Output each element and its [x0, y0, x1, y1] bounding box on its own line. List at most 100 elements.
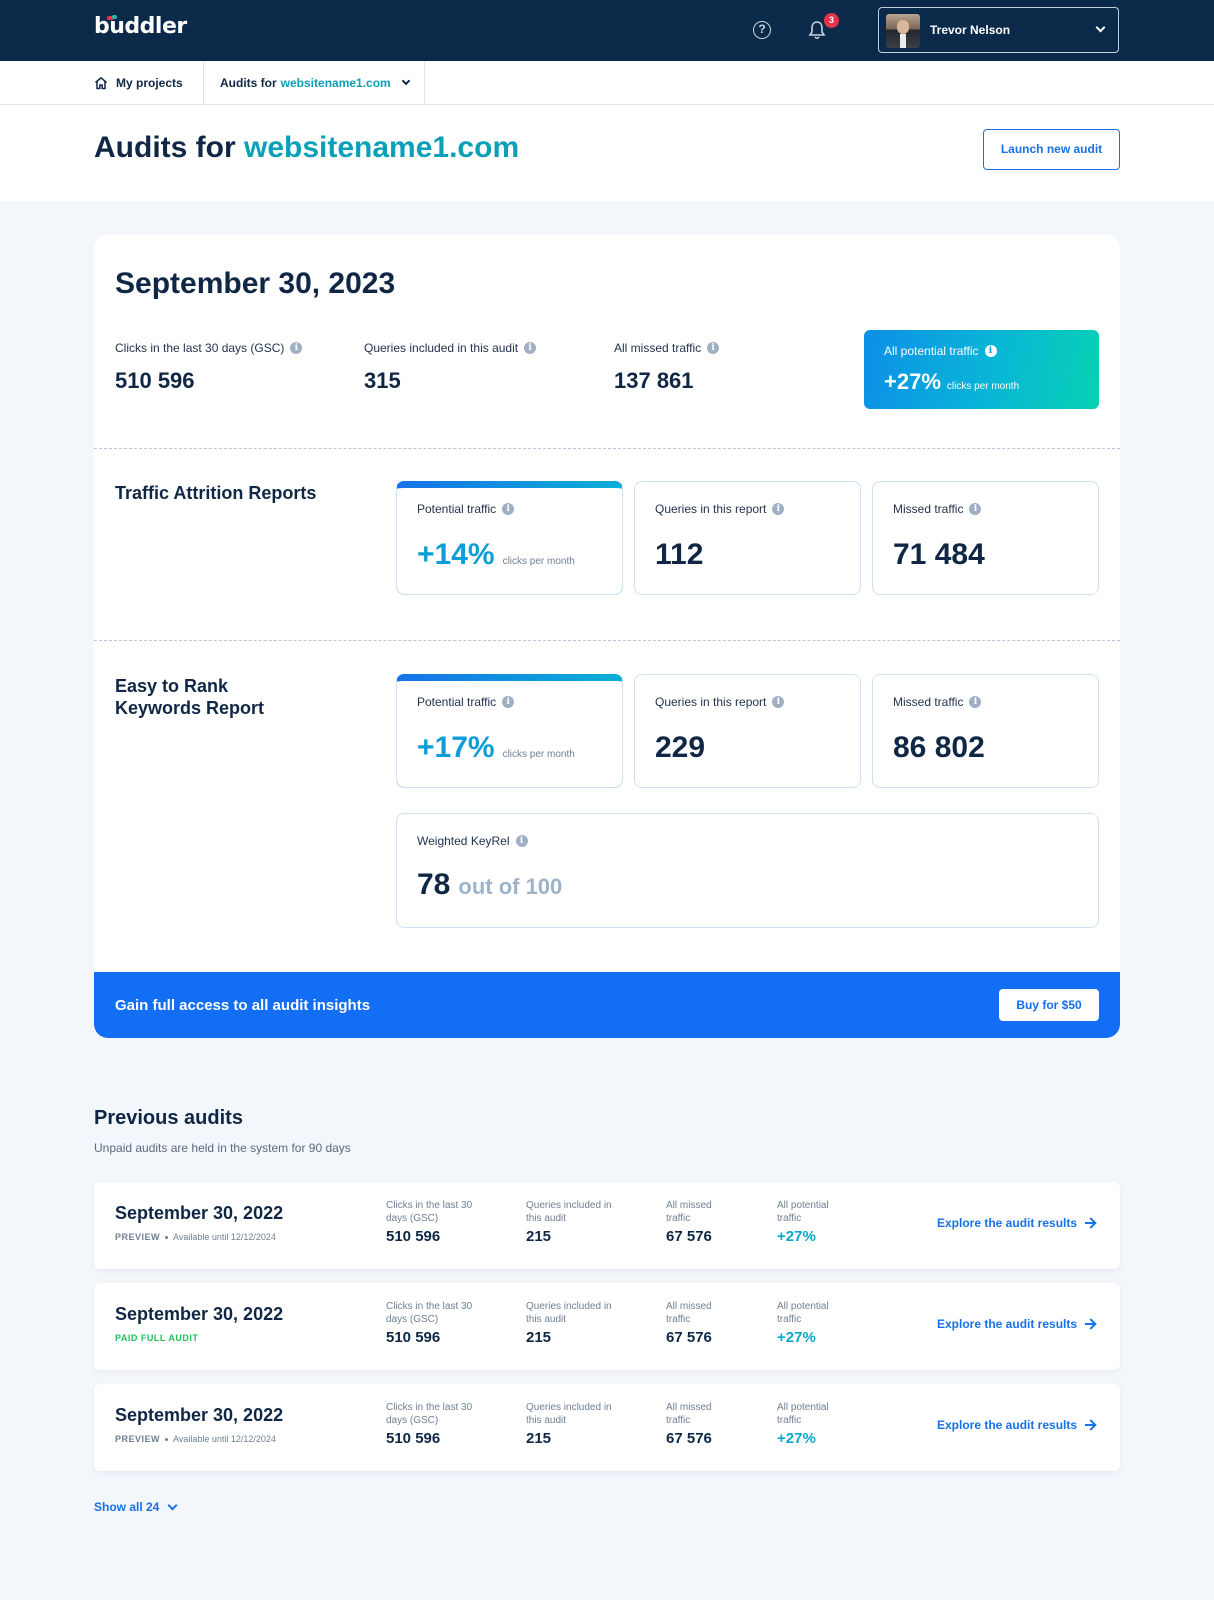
row-queries-label: Queries included in this audit — [526, 1301, 612, 1325]
row-missed: All missed traffic 67 576 — [666, 1199, 726, 1245]
info-icon[interactable]: i — [984, 345, 997, 357]
row-clicks: Clicks in the last 30 days (GSC) 510 596 — [386, 1199, 481, 1245]
easy-rank-title-line1: Easy to Rank — [115, 676, 229, 696]
er-potential-unit: clicks per month — [502, 749, 575, 760]
row-queries-label: Queries included in this audit — [526, 1200, 612, 1224]
chevron-down-icon — [1095, 22, 1106, 33]
help-icon[interactable]: ? — [753, 21, 771, 39]
er-missed-label: Missed traffic — [893, 695, 964, 709]
logo-accent-red — [107, 16, 114, 20]
stat-missed-label: All missed traffic — [614, 341, 702, 355]
page-header: Audits for websitename1.com Launch new a… — [0, 105, 1214, 201]
row-missed-value: 67 576 — [666, 1329, 712, 1346]
row-potential-label: All potential traffic — [777, 1402, 829, 1426]
row-queries: Queries included in this audit 215 — [526, 1401, 621, 1447]
row-clicks-label: Clicks in the last 30 days (GSC) — [386, 1200, 473, 1224]
current-audit-card: September 30, 2023 Clicks in the last 30… — [94, 234, 1120, 1038]
ta-potential-value: +14% — [417, 538, 495, 571]
info-icon[interactable]: i — [969, 503, 982, 515]
explore-audit-results-link[interactable]: Explore the audit results — [937, 1216, 1096, 1230]
arrow-right-icon — [1085, 1319, 1096, 1329]
er-missed-card: Missed traffic i 86 802 — [872, 674, 1099, 788]
row-potential: All potential traffic +27% — [777, 1401, 847, 1447]
info-icon[interactable]: i — [524, 342, 537, 354]
buy-button[interactable]: Buy for $50 — [999, 989, 1099, 1021]
breadcrumb-my-projects[interactable]: My projects — [94, 61, 183, 104]
row-queries-label: Queries included in this audit — [526, 1402, 612, 1426]
row-kind: PAID FULL AUDIT — [115, 1333, 199, 1343]
avatar — [886, 14, 920, 48]
breadcrumb-audits-prefix: Audits for — [220, 75, 277, 90]
info-icon[interactable]: i — [772, 503, 785, 515]
keyrel-value: 78 — [417, 868, 451, 901]
row-kind: PREVIEW — [115, 1434, 161, 1444]
info-icon[interactable]: i — [290, 342, 303, 354]
stat-queries-value: 315 — [364, 368, 401, 393]
top-navigation-bar: buddler ? 3 Trevor Nelson — [0, 0, 1214, 61]
buddler-logo[interactable]: buddler — [94, 14, 187, 39]
row-date: September 30, 2022 — [115, 1304, 284, 1324]
breadcrumb: My projects Audits for websitename1.com — [0, 61, 1214, 105]
row-potential: All potential traffic +27% — [777, 1199, 847, 1245]
chevron-down-icon — [167, 1500, 178, 1510]
row-missed: All missed traffic 67 576 — [666, 1300, 726, 1346]
row-clicks: Clicks in the last 30 days (GSC) 510 596 — [386, 1401, 481, 1447]
row-kind: PREVIEW — [115, 1232, 161, 1242]
stat-clicks-value: 510 596 — [115, 368, 195, 393]
er-missed-value: 86 802 — [893, 731, 985, 764]
row-potential-value: +27% — [777, 1228, 816, 1245]
previous-audit-row: September 30, 2022 PAID FULL AUDIT Click… — [94, 1283, 1120, 1370]
row-queries: Queries included in this audit 215 — [526, 1300, 621, 1346]
explore-label: Explore the audit results — [937, 1216, 1078, 1230]
show-all-button[interactable]: Show all 24 — [94, 1500, 178, 1514]
er-queries-label: Queries in this report — [655, 695, 767, 709]
upgrade-banner-text: Gain full access to all audit insights — [115, 997, 371, 1014]
ta-potential-unit: clicks per month — [502, 556, 575, 567]
er-queries-card: Queries in this report i 229 — [634, 674, 861, 788]
notification-count-badge: 3 — [824, 13, 839, 28]
row-queries-value: 215 — [526, 1228, 552, 1245]
info-icon[interactable]: i — [969, 696, 982, 708]
row-date: September 30, 2022 — [115, 1405, 284, 1425]
breadcrumb-divider — [203, 61, 204, 104]
launch-new-audit-button[interactable]: Launch new audit — [983, 129, 1120, 170]
explore-audit-results-link[interactable]: Explore the audit results — [937, 1317, 1096, 1331]
bell-icon[interactable] — [808, 20, 826, 40]
user-menu[interactable]: Trevor Nelson — [878, 7, 1119, 53]
row-potential-label: All potential traffic — [777, 1200, 829, 1224]
explore-label: Explore the audit results — [937, 1418, 1078, 1432]
section-divider — [94, 640, 1120, 641]
stat-missed: All missed traffic i 137 861 — [614, 341, 720, 394]
row-queries-value: 215 — [526, 1329, 552, 1346]
info-icon[interactable]: i — [772, 696, 785, 708]
row-availability: Available until 12/12/2024 — [173, 1232, 276, 1242]
info-icon[interactable]: i — [502, 503, 515, 515]
keyrel-label: Weighted KeyRel — [417, 834, 510, 848]
breadcrumb-audits-dropdown[interactable]: Audits for websitename1.com — [220, 61, 410, 104]
stat-clicks: Clicks in the last 30 days (GSC) i 510 59… — [115, 341, 303, 394]
row-potential-label: All potential traffic — [777, 1301, 829, 1325]
row-missed-label: All missed traffic — [666, 1402, 712, 1426]
page-title: Audits for websitename1.com — [94, 131, 519, 165]
row-status: PREVIEW Available until 12/12/2024 — [115, 1232, 276, 1242]
previous-audit-row: September 30, 2022 PREVIEW Available unt… — [94, 1384, 1120, 1471]
home-icon — [95, 76, 107, 89]
er-potential-value: +17% — [417, 731, 495, 764]
row-missed-value: 67 576 — [666, 1430, 712, 1447]
er-potential-card: Potential traffic i +17% clicks per month — [396, 674, 623, 788]
row-clicks-label: Clicks in the last 30 days (GSC) — [386, 1402, 473, 1426]
chevron-down-icon — [401, 76, 410, 86]
er-queries-value: 229 — [655, 731, 706, 764]
page-title-prefix: Audits for — [94, 131, 236, 164]
stat-queries: Queries included in this audit i 315 — [364, 341, 537, 394]
potential-label: All potential traffic — [884, 344, 979, 358]
ta-missed-card: Missed traffic i 71 484 — [872, 481, 1099, 595]
upgrade-banner: Gain full access to all audit insights B… — [94, 972, 1120, 1038]
explore-audit-results-link[interactable]: Explore the audit results — [937, 1418, 1096, 1432]
row-potential-value: +27% — [777, 1329, 816, 1346]
info-icon[interactable]: i — [515, 835, 528, 847]
page-title-site: websitename1.com — [244, 131, 520, 164]
row-clicks-value: 510 596 — [386, 1228, 441, 1245]
info-icon[interactable]: i — [502, 696, 515, 708]
info-icon[interactable]: i — [707, 342, 720, 354]
